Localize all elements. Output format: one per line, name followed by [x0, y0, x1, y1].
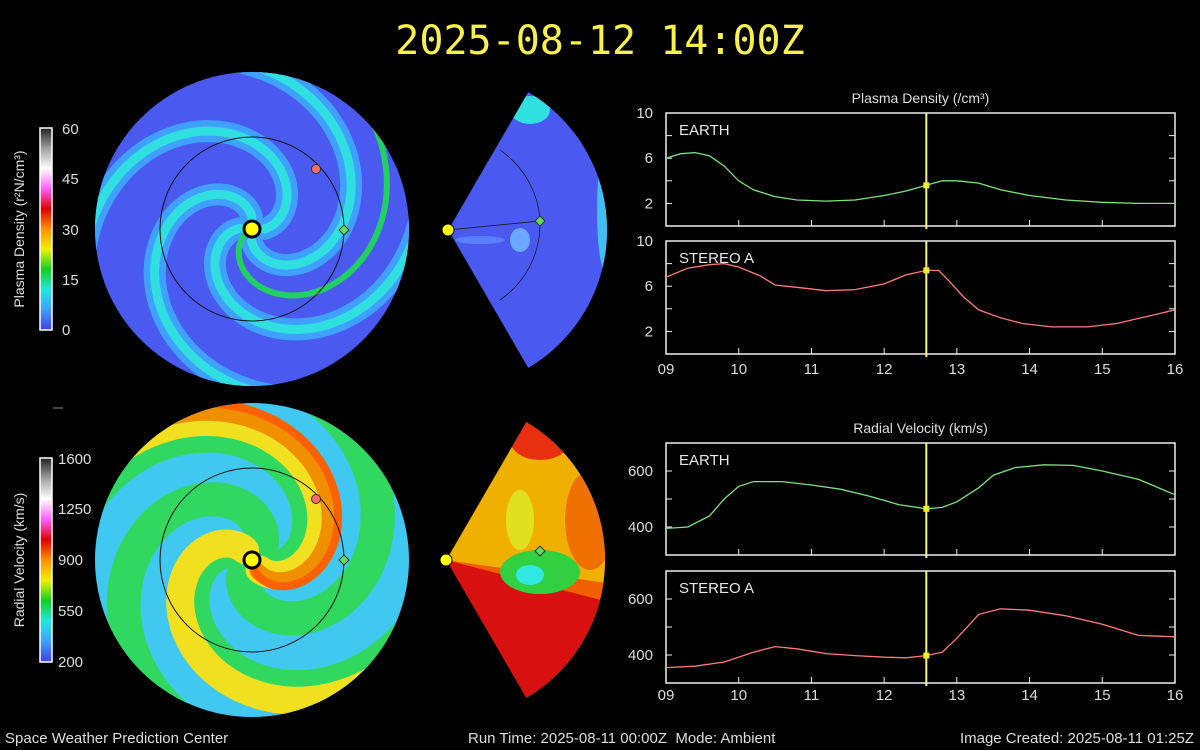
earth-marker-icon [338, 554, 350, 566]
y-tick-label: 400 [628, 519, 653, 536]
heliosphere-maps: Plasma Density (r²N/cm³) 0 15 30 45 60 R… [11, 72, 608, 717]
x-tick-label: 10 [730, 687, 747, 704]
footer-organization: Space Weather Prediction Center [5, 730, 229, 747]
density-stream [210, 137, 409, 334]
velocity-colorbar: Radial Velocity (km/s) 200 550 900 1250 … [11, 451, 91, 671]
sun-icon [242, 219, 262, 239]
x-tick-label: 15 [1094, 361, 1111, 378]
wedge-guides [445, 421, 527, 699]
current-value-marker [923, 267, 930, 274]
chart-title: Plasma Density (/cm³) [852, 90, 990, 106]
velocity-tick: 900 [58, 552, 83, 569]
footer-run-time: Run Time: 2025-08-11 00:00Z Mode: Ambien… [468, 730, 776, 747]
stereo-a-marker-icon [311, 164, 321, 174]
velocity-tick: 550 [58, 603, 83, 620]
y-tick-label: 2 [645, 195, 653, 212]
current-value-marker [923, 182, 930, 189]
velocity-meridional-wedge [446, 422, 606, 698]
wedge-guides [447, 91, 541, 369]
density-stream [155, 72, 356, 270]
panel-earth: EARTH 400 600 [628, 442, 1176, 558]
density-colorbar-label: Plasma Density (r²N/cm³) [11, 150, 27, 307]
y-tick-label: 400 [628, 647, 653, 664]
x-tick-label: 11 [804, 361, 820, 378]
wedge-orbit-arc [499, 149, 541, 301]
timeseries-charts: Plasma Density (/cm³) EARTH 2 6 10 STEREO A 2 6… [628, 90, 1184, 704]
y-tick-label: 10 [636, 105, 653, 122]
series-line [665, 262, 1176, 328]
panel-label: STEREO A [679, 580, 754, 597]
x-tick-label: 16 [1167, 361, 1184, 378]
density-tick: 15 [62, 272, 79, 289]
footer-image-created: Image Created: 2025-08-11 01:25Z [959, 730, 1194, 747]
page-title: 2025-08-12 14:00Z [395, 18, 805, 64]
chart-title: Radial Velocity (km/s) [853, 420, 988, 436]
y-tick-label: 600 [628, 463, 653, 480]
panel-label: EARTH [679, 122, 730, 139]
density-colorbar: Plasma Density (r²N/cm³) 0 15 30 45 60 [11, 121, 79, 339]
density-tick: 0 [62, 322, 70, 339]
series-line [665, 151, 1175, 205]
current-value-marker [923, 505, 930, 512]
earth-marker-icon [534, 215, 546, 227]
velocity-tick: 200 [58, 654, 83, 671]
x-tick-label: 09 [658, 687, 675, 704]
x-tick-label: 10 [730, 361, 747, 378]
velocity-colorbar-label: Radial Velocity (km/s) [11, 493, 27, 628]
series-line [665, 608, 1176, 669]
y-tick-label: 10 [636, 233, 653, 250]
earth-marker-icon [534, 545, 546, 557]
earth-marker-icon [338, 224, 350, 236]
sun-icon [441, 223, 455, 237]
x-tick-label: 14 [1021, 687, 1038, 704]
panel-stereo-a: STEREO A 2 6 10 [636, 233, 1176, 357]
velocity-tick: 1250 [58, 501, 91, 518]
panel-label: EARTH [679, 452, 730, 469]
x-tick-label: 11 [804, 687, 820, 704]
y-tick-label: 6 [645, 150, 653, 167]
x-tick-label: 13 [949, 361, 966, 378]
x-tick-label: 14 [1021, 361, 1038, 378]
x-tick-label: 16 [1167, 687, 1184, 704]
x-tick-label: 12 [876, 687, 893, 704]
density-tick: 60 [62, 121, 79, 138]
series-line [665, 464, 1176, 530]
sun-icon [242, 550, 262, 570]
panel-earth: EARTH 2 6 10 [636, 105, 1176, 229]
density-stream [150, 189, 355, 386]
velocity-tick: 1600 [58, 451, 91, 468]
x-tick-label: 15 [1094, 687, 1111, 704]
plot-frame [665, 442, 1176, 556]
y-tick-label: 6 [645, 278, 653, 295]
x-tick-label: 13 [949, 687, 966, 704]
y-tick-label: 600 [628, 591, 653, 608]
density-meridional-wedge [448, 92, 608, 368]
y-tick-label: 2 [645, 323, 653, 340]
current-value-marker [923, 652, 930, 659]
stereo-a-marker-icon [311, 494, 321, 504]
sun-icon [439, 553, 453, 567]
x-tick-label: 12 [876, 361, 893, 378]
plot-frame [665, 112, 1176, 227]
density-tick: 30 [62, 222, 79, 239]
panel-stereo-a: STEREO A 400 600 [628, 570, 1176, 686]
density-tick: 45 [62, 171, 79, 188]
density-stream [95, 126, 292, 330]
x-tick-label: 09 [658, 361, 675, 378]
plot-frame [665, 240, 1176, 355]
panel-label: STEREO A [679, 250, 754, 267]
